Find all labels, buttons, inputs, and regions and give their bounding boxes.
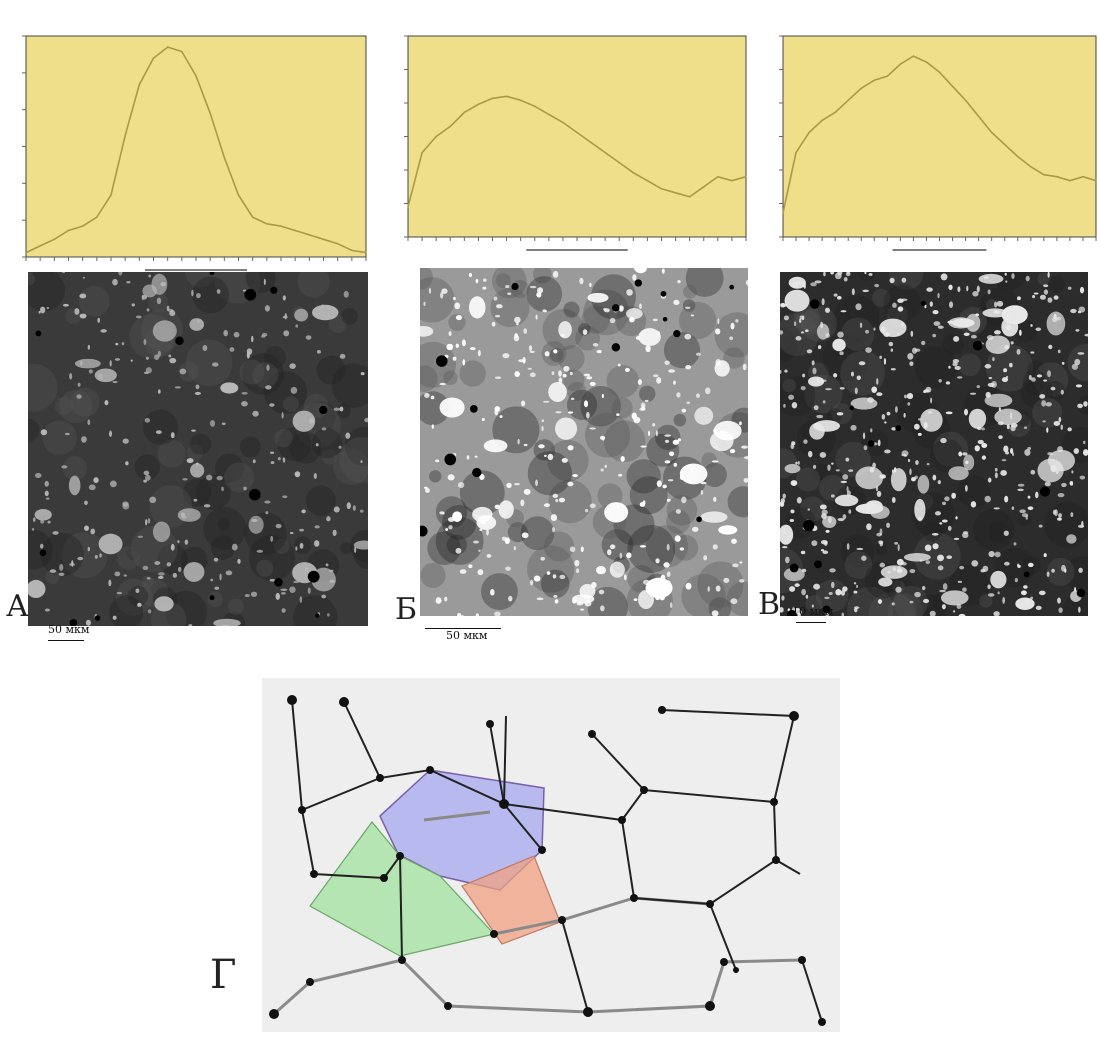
data-point xyxy=(25,251,27,254)
data-point xyxy=(860,87,863,90)
panel-letter-a: А xyxy=(6,589,29,624)
data-point xyxy=(618,161,621,164)
data-point xyxy=(1003,143,1006,146)
plot-area xyxy=(25,35,367,258)
data-point xyxy=(533,105,536,108)
data-point xyxy=(717,175,719,178)
profile-chart-v xyxy=(779,35,1097,251)
data-point xyxy=(821,119,823,122)
data-point xyxy=(181,50,183,53)
data-point xyxy=(322,238,325,241)
data-point xyxy=(590,141,592,144)
data-point xyxy=(67,229,70,232)
data-point xyxy=(1069,179,1071,182)
data-point xyxy=(632,171,635,174)
profile-chart-b xyxy=(404,35,747,251)
data-point xyxy=(964,99,967,102)
data-point xyxy=(152,57,155,59)
scale-bar-b xyxy=(425,628,501,629)
micrograph-v-texture xyxy=(780,272,1088,616)
data-point xyxy=(847,99,850,102)
data-point xyxy=(1043,173,1045,176)
data-point xyxy=(912,55,915,57)
data-point xyxy=(96,216,98,219)
data-point xyxy=(688,196,691,198)
scale-bar-a xyxy=(48,640,84,641)
panel-letter-v: В xyxy=(758,587,781,622)
micrograph-v xyxy=(780,272,1088,616)
data-point xyxy=(782,212,784,214)
data-point xyxy=(1029,165,1032,168)
network-nodes xyxy=(269,695,826,1026)
micrograph-b xyxy=(420,268,748,616)
data-point xyxy=(702,185,705,188)
data-point xyxy=(795,151,797,154)
data-point xyxy=(660,187,663,190)
data-point xyxy=(81,225,84,227)
scale-bar-v xyxy=(796,622,826,623)
data-point xyxy=(351,249,353,252)
profile-chart-a xyxy=(22,35,367,271)
data-point xyxy=(938,71,941,73)
data-point xyxy=(886,75,889,77)
panel-letter-g: Г xyxy=(210,952,237,998)
data-point xyxy=(209,112,211,115)
data-point xyxy=(808,131,810,134)
micrograph-b-texture xyxy=(420,268,748,616)
data-point xyxy=(463,111,466,114)
data-point xyxy=(548,113,550,116)
data-point xyxy=(1095,179,1097,182)
data-point xyxy=(745,175,747,178)
data-point xyxy=(251,216,254,219)
data-point xyxy=(407,206,409,208)
data-point xyxy=(166,46,169,48)
data-point xyxy=(899,63,902,65)
data-point xyxy=(223,156,226,159)
data-point xyxy=(237,194,240,196)
data-point xyxy=(604,151,606,154)
data-point xyxy=(990,131,993,134)
plot-area xyxy=(782,35,1097,238)
data-point xyxy=(977,115,980,118)
data-point xyxy=(308,234,311,236)
micrograph-a-texture xyxy=(28,272,368,626)
data-point xyxy=(435,135,437,138)
data-point xyxy=(294,229,296,232)
data-point xyxy=(53,238,56,241)
data-point xyxy=(195,74,197,77)
data-point xyxy=(421,151,423,154)
scale-label-b: 50 мкм xyxy=(446,629,488,642)
panel-letter-b: Б xyxy=(395,592,418,627)
data-point xyxy=(1082,175,1084,178)
plot-area xyxy=(407,35,747,238)
data-point xyxy=(576,131,578,134)
data-point xyxy=(138,83,141,86)
data-point xyxy=(280,225,282,227)
data-point xyxy=(491,97,494,100)
data-point xyxy=(336,242,339,245)
data-point xyxy=(1056,175,1058,178)
data-point xyxy=(449,125,452,128)
scale-label-v: 10 мкм xyxy=(792,605,834,618)
network-overlay xyxy=(269,695,826,1026)
data-point xyxy=(646,179,649,182)
data-point xyxy=(39,245,41,247)
data-point xyxy=(873,79,876,82)
data-point xyxy=(834,111,836,114)
data-point xyxy=(124,134,126,137)
micrograph-a xyxy=(28,272,368,626)
data-point xyxy=(266,223,268,225)
data-point xyxy=(925,61,928,63)
data-point xyxy=(505,95,508,98)
data-point xyxy=(477,103,480,106)
data-point xyxy=(562,121,564,124)
data-point xyxy=(951,85,954,88)
scale-label-a: 50 мкм xyxy=(48,623,90,636)
data-point xyxy=(365,251,367,254)
data-point xyxy=(519,99,522,102)
data-point xyxy=(731,179,733,182)
data-point xyxy=(110,194,112,196)
data-point xyxy=(674,191,677,194)
data-point xyxy=(1016,155,1019,158)
